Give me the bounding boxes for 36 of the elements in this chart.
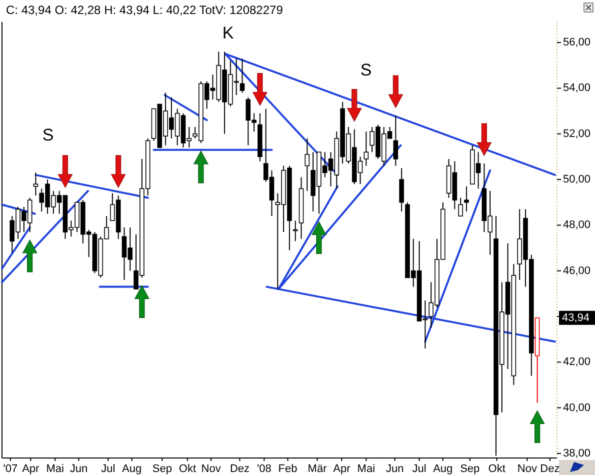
x-tick-label: Apr bbox=[22, 463, 40, 475]
x-tick-label: Jun bbox=[386, 463, 404, 475]
y-tick-label: 54,00 bbox=[563, 82, 591, 94]
x-tick-label: Mär bbox=[308, 463, 328, 475]
x-tick-label: '08 bbox=[256, 463, 272, 475]
x-tick-label: Mai bbox=[357, 463, 376, 475]
x-tick-label: Jul bbox=[101, 463, 116, 475]
y-tick-label: 46,00 bbox=[563, 264, 591, 277]
annotation: 43,94 bbox=[562, 312, 590, 324]
x-tick-label: Dez bbox=[540, 463, 560, 475]
y-tick-label: 38,00 bbox=[563, 447, 591, 460]
x-tick-label: Aug bbox=[122, 463, 142, 475]
x-tick-label: Nov bbox=[517, 463, 538, 475]
annotation: S bbox=[360, 60, 372, 80]
x-tick-label: Dez bbox=[230, 463, 250, 475]
x-tick-label: Apr bbox=[333, 463, 351, 475]
y-tick-label: 52,00 bbox=[563, 128, 591, 140]
x-tick-label: Jun bbox=[70, 463, 88, 475]
x-tick-label: Aug bbox=[433, 463, 453, 475]
x-tick-label: Okt bbox=[488, 463, 506, 475]
x-tick-label: Sep bbox=[460, 463, 480, 475]
y-tick-label: 50,00 bbox=[563, 174, 591, 186]
annotation: S bbox=[42, 126, 54, 144]
x-tick-label: '07 bbox=[3, 463, 18, 475]
x-tick-label: Sep bbox=[152, 463, 172, 475]
y-tick-label: 40,00 bbox=[563, 402, 591, 414]
x-tick-label: Okt bbox=[178, 463, 196, 475]
y-tick-label: 56,00 bbox=[563, 36, 591, 49]
x-tick-label: Nov bbox=[201, 463, 222, 475]
y-tick-label: 48,00 bbox=[563, 219, 591, 232]
annotation: K bbox=[222, 24, 234, 42]
x-tick-label: Mai bbox=[46, 463, 64, 475]
chart-title: C: 43,94 O: 42,28 H: 43,94 L: 40,22 TotV: 12082279 bbox=[6, 3, 284, 17]
x-tick-label: Feb bbox=[278, 463, 298, 475]
x-tick-label: Jul bbox=[412, 463, 426, 475]
y-tick-label: 42,00 bbox=[563, 356, 591, 368]
